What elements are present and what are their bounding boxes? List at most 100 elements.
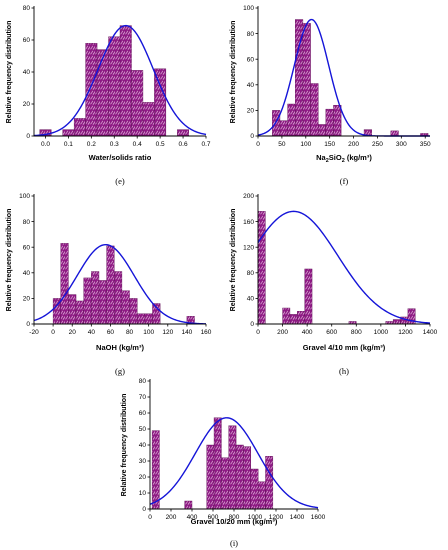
y-tick-label: 40 <box>247 296 255 303</box>
bar-4 <box>85 43 98 137</box>
bar-1 <box>282 307 291 325</box>
x-tick-label: 160 <box>201 329 212 336</box>
x-tick-label: 0 <box>148 514 152 521</box>
normal-fit-curve <box>33 243 207 325</box>
y-tick-label: 120 <box>243 244 254 251</box>
bar-6 <box>108 36 121 137</box>
y-tick-label: 30 <box>139 458 147 465</box>
bar-1 <box>60 243 69 325</box>
x-axis-label: Gravel 4/10 mm (kg/m³) <box>303 343 386 352</box>
y-tick-label: 40 <box>23 270 31 277</box>
x-tick-label: 50 <box>278 141 286 148</box>
x-tick-label: 100 <box>143 329 154 336</box>
y-tick-label: 60 <box>139 410 147 417</box>
y-tick-label: 20 <box>139 474 147 481</box>
bar-6 <box>235 444 244 510</box>
x-tick-label: 0.5 <box>156 141 165 148</box>
bar-9 <box>257 481 266 510</box>
bar-2 <box>68 294 77 325</box>
panel-label: (g) <box>115 366 125 376</box>
bar-5 <box>310 83 319 137</box>
y-tick-label: 0 <box>250 321 254 328</box>
y-tick-label: 0 <box>250 133 254 140</box>
bar-8 <box>131 70 144 137</box>
bar-12 <box>144 313 153 325</box>
normal-fit-curve <box>257 210 431 324</box>
panel-label: (i) <box>230 538 238 548</box>
x-tick-label: 0.2 <box>87 141 96 148</box>
y-tick-label: 0 <box>26 133 30 140</box>
x-tick-label: 350 <box>420 141 431 148</box>
bar-5 <box>91 271 100 325</box>
bar-3 <box>213 417 222 510</box>
x-tick-label: 20 <box>69 329 77 336</box>
y-axis-label: Relative frequency distribution <box>6 209 13 312</box>
bar-3 <box>73 118 86 137</box>
x-tick-label: 0.7 <box>201 141 210 148</box>
x-tick-label: 0.4 <box>133 141 142 148</box>
x-axis-label: Na2SiO2 (kg/m³) <box>316 153 372 164</box>
bar-6 <box>98 280 107 325</box>
bar-2 <box>206 444 215 510</box>
bar-4 <box>83 277 92 325</box>
x-axis-label: NaOH (kg/m³) <box>96 343 144 352</box>
y-axis-label: Relative frequency distribution <box>230 21 237 124</box>
x-tick-label: 0 <box>256 329 260 336</box>
bar-1 <box>279 120 288 137</box>
bar-0 <box>257 211 266 325</box>
normal-fit-curve <box>33 24 207 137</box>
y-tick-label: 20 <box>23 296 31 303</box>
y-tick-label: 80 <box>247 31 255 38</box>
x-tick-label: 250 <box>372 141 383 148</box>
bar-3 <box>75 300 84 325</box>
y-tick-label: 80 <box>139 378 147 385</box>
x-tick-label: 1000 <box>374 329 389 336</box>
bar-3 <box>297 311 305 325</box>
bar-10 <box>154 68 167 137</box>
bar-2 <box>289 314 298 325</box>
x-tick-label: 100 <box>300 141 311 148</box>
y-tick-label: 20 <box>23 101 31 108</box>
x-tick-label: 1200 <box>398 329 413 336</box>
x-tick-label: 40 <box>88 329 96 336</box>
y-tick-label: 60 <box>23 244 31 251</box>
x-tick-label: 0.6 <box>179 141 188 148</box>
x-tick-label: 1400 <box>290 514 305 521</box>
x-tick-label: 200 <box>166 514 177 521</box>
bar-7 <box>325 108 334 137</box>
bar-4 <box>221 457 229 510</box>
panel-label: (h) <box>339 366 349 376</box>
bar-7 <box>119 25 132 137</box>
histogram-panel-4: 0 40 80 120 160 200 0 200 400 600 800 1000 1200 1400 G… <box>230 193 438 376</box>
x-tick-label: 600 <box>326 329 337 336</box>
y-tick-label: 80 <box>23 219 31 226</box>
bar-5 <box>228 425 237 510</box>
y-tick-label: 40 <box>23 69 31 76</box>
bar-4 <box>302 23 311 137</box>
y-tick-label: 50 <box>139 426 147 433</box>
x-tick-label: 600 <box>208 514 219 521</box>
bar-9 <box>142 102 155 137</box>
y-axis-label: Relative frequency distribution <box>6 21 13 124</box>
x-tick-label: 0 <box>256 141 260 148</box>
x-tick-label: 1400 <box>423 329 438 336</box>
x-tick-label: 80 <box>126 329 134 336</box>
y-tick-label: 20 <box>247 108 255 115</box>
y-tick-label: 80 <box>23 5 31 12</box>
y-tick-label: 0 <box>142 506 146 513</box>
y-axis-label: Relative frequency distribution <box>230 209 237 312</box>
bar-2 <box>62 129 75 137</box>
normal-fit-curve <box>149 417 319 509</box>
x-tick-label: -20 <box>29 329 39 336</box>
bar-9 <box>121 290 130 325</box>
y-tick-label: 40 <box>139 442 147 449</box>
x-tick-label: 1000 <box>248 514 263 521</box>
bar-7 <box>392 319 401 325</box>
bar-7 <box>106 245 115 325</box>
bar-8 <box>333 105 342 137</box>
y-tick-label: 100 <box>19 193 30 200</box>
x-tick-label: 0 <box>51 329 55 336</box>
x-axis-label: Gravel 10/20 mm (kg/m³) <box>191 517 278 526</box>
bar-8 <box>250 468 259 510</box>
y-tick-label: 200 <box>243 193 254 200</box>
